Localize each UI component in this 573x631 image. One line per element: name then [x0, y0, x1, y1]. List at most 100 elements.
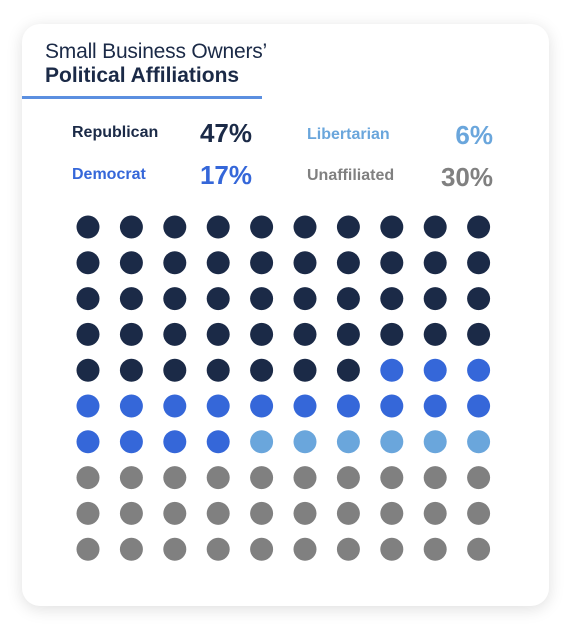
waffle-dot-republican	[76, 287, 100, 311]
waffle-dot-republican	[423, 322, 447, 346]
waffle-dot-republican	[380, 322, 404, 346]
waffle-dot-unaffiliated	[119, 501, 143, 525]
waffle-dot-unaffiliated	[119, 537, 143, 561]
waffle-dot-democrat	[380, 394, 404, 418]
waffle-dot-unaffiliated	[250, 537, 274, 561]
waffle-dot-unaffiliated	[467, 466, 491, 490]
waffle-dot-republican	[293, 358, 317, 382]
waffle-dot-republican	[76, 215, 100, 239]
waffle-dot-democrat	[119, 430, 143, 454]
waffle-dot-republican	[163, 287, 187, 311]
waffle-dot-republican	[380, 215, 404, 239]
waffle-dot-republican	[119, 251, 143, 275]
waffle-dot-unaffiliated	[163, 466, 187, 490]
waffle-dot-libertarian	[467, 430, 491, 454]
waffle-dot-republican	[293, 215, 317, 239]
waffle-dot-democrat	[206, 430, 230, 454]
waffle-dot-democrat	[76, 394, 100, 418]
waffle-dot-unaffiliated	[423, 501, 447, 525]
waffle-dot-republican	[206, 251, 230, 275]
waffle-dot-democrat	[250, 394, 274, 418]
legend-label-democrat: Democrat	[72, 166, 146, 183]
waffle-dot-unaffiliated	[467, 501, 491, 525]
waffle-dot-republican	[467, 251, 491, 275]
waffle-dot-republican	[250, 287, 274, 311]
waffle-dot-republican	[206, 215, 230, 239]
waffle-dot-republican	[119, 322, 143, 346]
waffle-dot-unaffiliated	[380, 466, 404, 490]
waffle-dot-republican	[119, 358, 143, 382]
waffle-dot-unaffiliated	[250, 466, 274, 490]
waffle-dot-republican	[336, 358, 360, 382]
waffle-dot-libertarian	[336, 430, 360, 454]
chart-title-line2: Political Affiliations	[45, 64, 240, 87]
waffle-dot-unaffiliated	[336, 537, 360, 561]
waffle-dot-democrat	[423, 394, 447, 418]
waffle-dot-republican	[206, 287, 230, 311]
waffle-dot-republican	[467, 215, 491, 239]
chart-card	[22, 24, 549, 606]
waffle-dot-unaffiliated	[380, 537, 404, 561]
waffle-dot-unaffiliated	[467, 537, 491, 561]
waffle-dot-libertarian	[380, 430, 404, 454]
waffle-dot-republican	[119, 287, 143, 311]
waffle-dot-republican	[163, 358, 187, 382]
waffle-dot-unaffiliated	[336, 466, 360, 490]
waffle-dot-unaffiliated	[423, 537, 447, 561]
waffle-dot-unaffiliated	[163, 537, 187, 561]
waffle-dot-republican	[250, 322, 274, 346]
waffle-dot-democrat	[119, 394, 143, 418]
waffle-dot-republican	[206, 322, 230, 346]
legend-value-unaffiliated: 30%	[440, 162, 493, 192]
waffle-dot-unaffiliated	[163, 501, 187, 525]
waffle-dot-republican	[293, 287, 317, 311]
legend-value-libertarian: 6%	[455, 120, 493, 150]
waffle-dot-democrat	[467, 358, 491, 382]
waffle-dot-republican	[293, 322, 317, 346]
waffle-dot-unaffiliated	[119, 466, 143, 490]
waffle-dot-libertarian	[250, 430, 274, 454]
waffle-dot-republican	[423, 215, 447, 239]
waffle-dot-republican	[76, 322, 100, 346]
legend-value-republican: 47%	[199, 118, 252, 148]
waffle-dot-republican	[76, 251, 100, 275]
waffle-dot-unaffiliated	[206, 537, 230, 561]
waffle-dot-republican	[250, 358, 274, 382]
waffle-dot-republican	[119, 215, 143, 239]
waffle-dot-republican	[380, 287, 404, 311]
waffle-dot-republican	[163, 322, 187, 346]
waffle-dot-unaffiliated	[250, 501, 274, 525]
legend-label-unaffiliated: Unaffiliated	[307, 167, 395, 184]
waffle-dot-republican	[380, 251, 404, 275]
waffle-dot-democrat	[163, 430, 187, 454]
waffle-dot-democrat	[380, 358, 404, 382]
waffle-dot-republican	[250, 215, 274, 239]
waffle-dot-republican	[467, 322, 491, 346]
waffle-dot-republican	[336, 215, 360, 239]
waffle-dot-unaffiliated	[293, 466, 317, 490]
chart-title-line1: Small Business Owners’	[45, 40, 268, 63]
waffle-dot-unaffiliated	[76, 466, 100, 490]
waffle-dot-republican	[206, 358, 230, 382]
waffle-dot-unaffiliated	[380, 501, 404, 525]
waffle-dot-republican	[250, 251, 274, 275]
waffle-dot-democrat	[467, 394, 491, 418]
waffle-dot-unaffiliated	[293, 501, 317, 525]
waffle-dot-unaffiliated	[76, 537, 100, 561]
waffle-dot-democrat	[76, 430, 100, 454]
waffle-dot-libertarian	[293, 430, 317, 454]
waffle-dot-republican	[336, 322, 360, 346]
waffle-dot-democrat	[206, 394, 230, 418]
legend-label-republican: Republican	[72, 124, 159, 141]
waffle-dot-republican	[423, 251, 447, 275]
waffle-dot-unaffiliated	[206, 501, 230, 525]
waffle-dot-unaffiliated	[336, 501, 360, 525]
waffle-dot-unaffiliated	[423, 466, 447, 490]
waffle-dot-republican	[336, 251, 360, 275]
waffle-dot-democrat	[293, 394, 317, 418]
waffle-dot-libertarian	[423, 430, 447, 454]
waffle-dot-unaffiliated	[76, 501, 100, 525]
waffle-dot-republican	[163, 215, 187, 239]
waffle-dot-republican	[163, 251, 187, 275]
